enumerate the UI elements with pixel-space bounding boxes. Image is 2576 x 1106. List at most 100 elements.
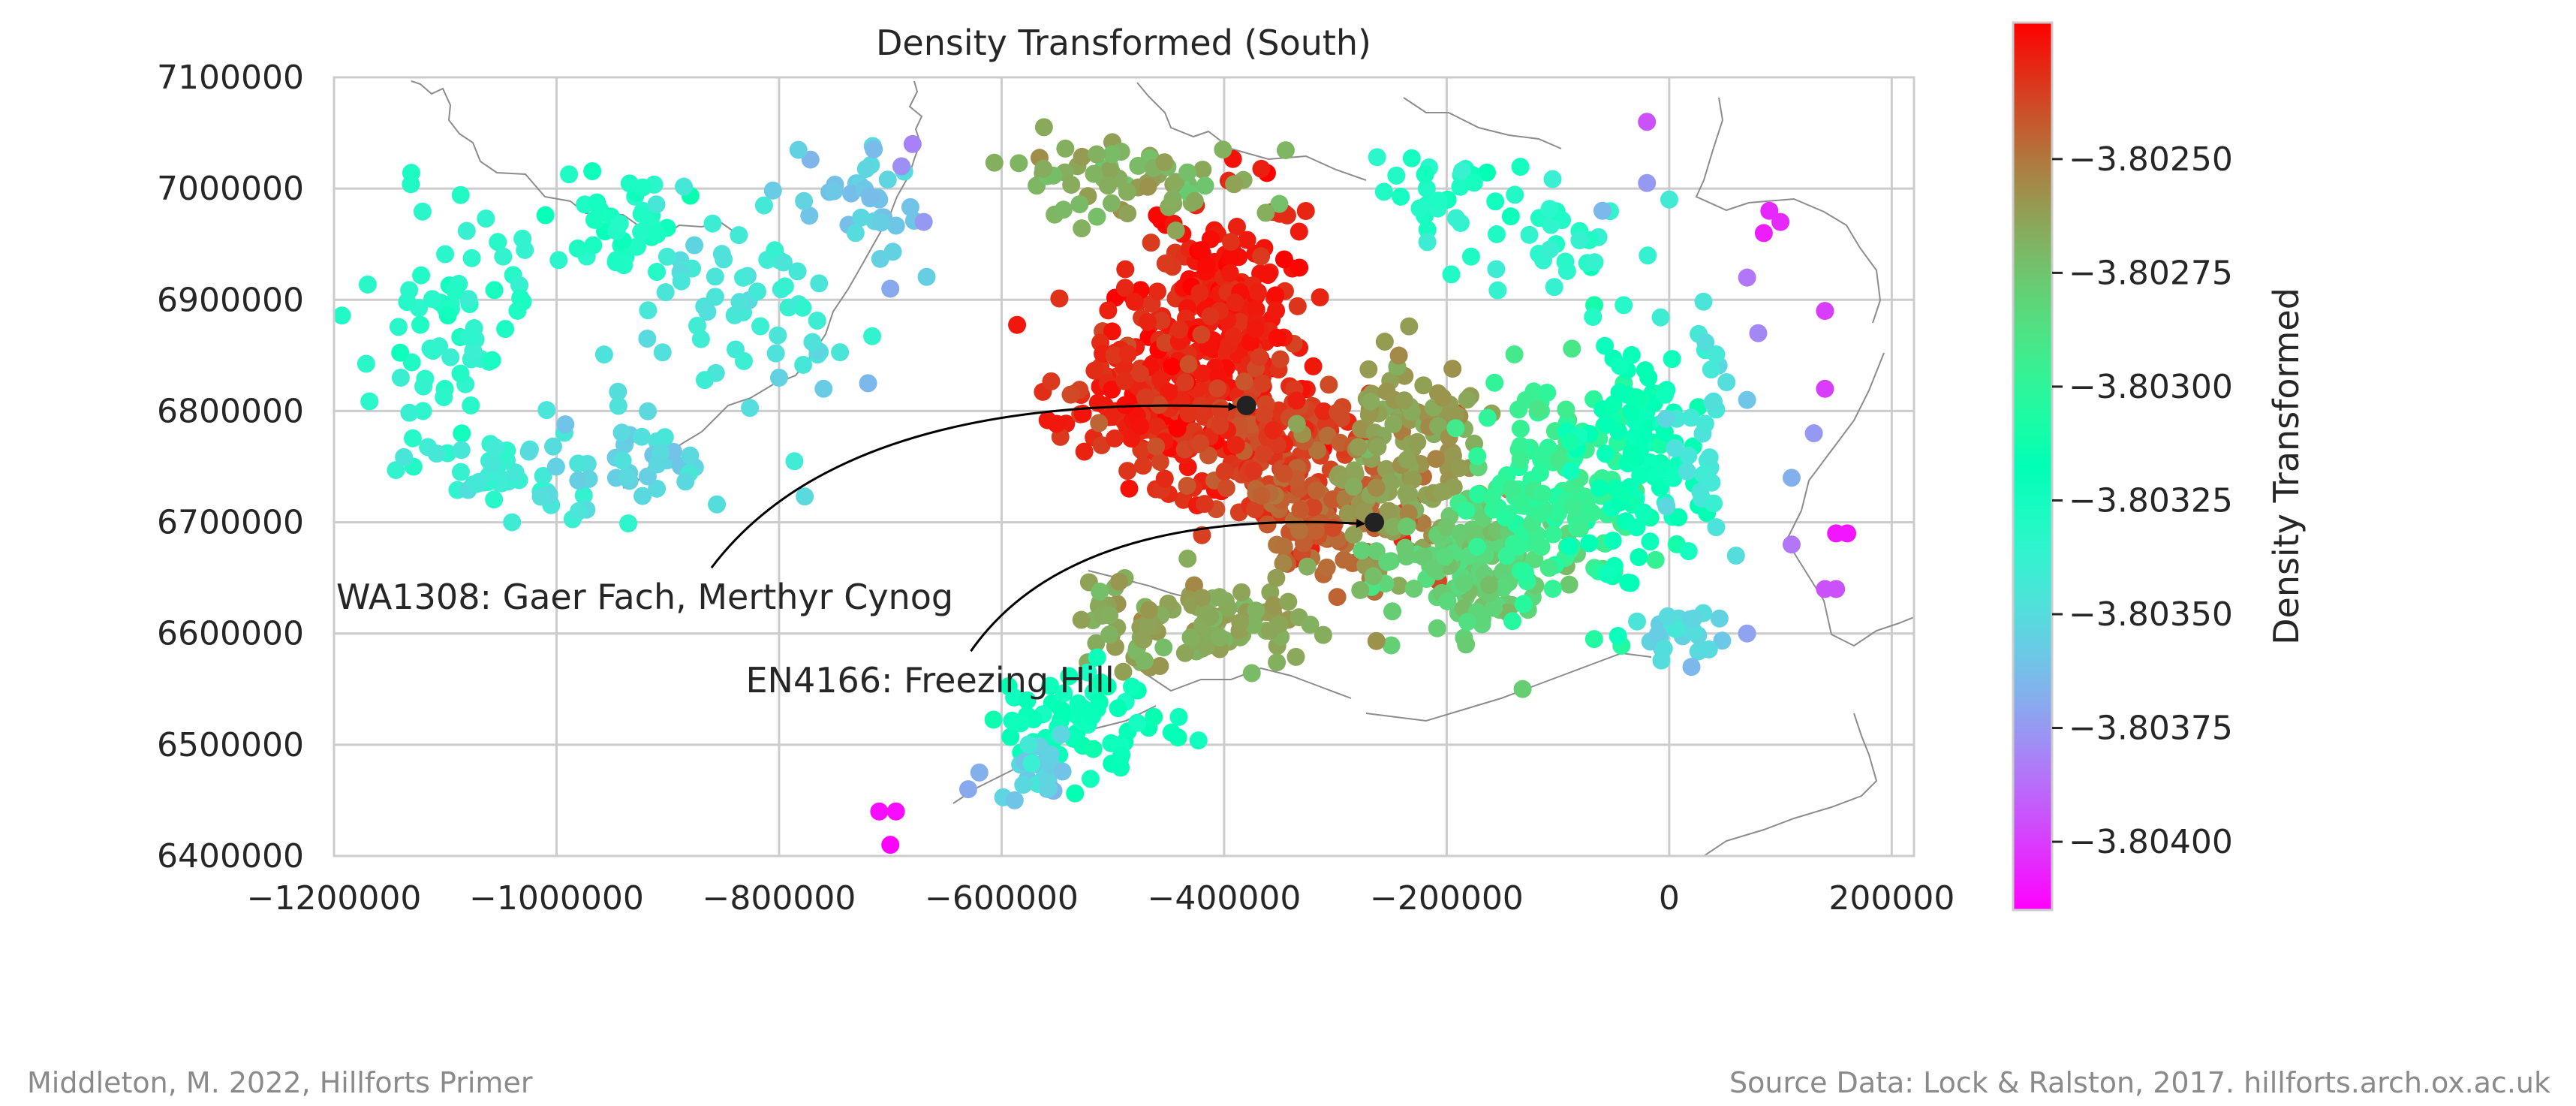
scatter-point — [1195, 495, 1214, 514]
scatter-point — [1274, 250, 1293, 269]
scatter-point — [1019, 735, 1038, 754]
scatter-point — [1160, 383, 1178, 402]
colorbar-tick-label: −3.80250 — [2069, 140, 2233, 179]
scatter-point — [1694, 292, 1713, 311]
scatter-point — [754, 196, 773, 215]
scatter-point — [1256, 203, 1275, 222]
scatter-point — [730, 226, 748, 245]
scatter-point — [1185, 191, 1204, 210]
scatter-point — [1274, 554, 1293, 573]
scatter-point — [1268, 653, 1286, 672]
scatter-point — [1452, 161, 1471, 180]
scatter-point — [1726, 547, 1745, 565]
scatter-point — [639, 301, 658, 320]
scatter-point — [1634, 503, 1653, 522]
scatter-point — [1414, 547, 1433, 566]
annotation-arrow — [970, 519, 1366, 652]
x-tick-label: −400000 — [1147, 879, 1301, 918]
scatter-point — [560, 165, 579, 184]
scatter-point — [917, 267, 936, 286]
scatter-point — [1290, 258, 1309, 277]
scatter-point — [1317, 558, 1336, 577]
scatter-point — [1631, 466, 1650, 485]
annotations: WA1308: Gaer Fach, Merthyr Cynog EN4166: … — [336, 402, 1366, 701]
scatter-point — [1816, 379, 1834, 398]
scatter-point — [1022, 754, 1041, 773]
scatter-point — [360, 392, 379, 411]
scatter-point — [1320, 375, 1338, 394]
scatter-point — [1367, 542, 1386, 561]
scatter-point — [672, 272, 691, 291]
scatter-point — [1544, 525, 1563, 544]
scatter-point — [1118, 204, 1137, 223]
scatter-point — [1682, 658, 1701, 677]
scatter-point — [1196, 176, 1214, 195]
scatter-point — [1296, 201, 1315, 220]
colorbar-gradient — [2012, 21, 2054, 912]
scatter-point — [1634, 426, 1653, 445]
scatter-point — [914, 212, 933, 231]
scatter-point — [903, 134, 922, 153]
scatter-point — [1214, 140, 1232, 159]
scatter-point — [638, 467, 657, 486]
scatter-point — [1804, 424, 1823, 443]
scatter-point — [708, 495, 727, 514]
coastline-segment — [1403, 97, 1562, 149]
scatter-point — [451, 185, 470, 204]
scatter-point — [1085, 361, 1104, 380]
scatter-point — [1139, 601, 1158, 619]
scatter-point — [1298, 557, 1317, 576]
scatter-point — [1663, 350, 1681, 369]
scatter-point — [1539, 559, 1558, 577]
scatter-point — [958, 780, 977, 799]
scatter-point — [653, 343, 672, 362]
scatter-point — [1179, 404, 1198, 423]
scatter-point — [1244, 461, 1263, 480]
scatter-point — [570, 502, 588, 520]
scatter-point — [795, 191, 814, 210]
scatter-point — [1197, 255, 1216, 274]
scatter-point — [1760, 201, 1779, 220]
scatter-point — [1428, 619, 1446, 637]
scatter-point — [1314, 402, 1333, 420]
annotation-label: EN4166: Freezing Hill — [745, 660, 1114, 701]
y-tick-label: 6400000 — [157, 837, 304, 875]
scatter-point — [441, 348, 460, 366]
scatter-point — [1351, 580, 1370, 599]
scatter-point — [1151, 370, 1169, 389]
scatter-point — [1538, 383, 1557, 402]
scatter-point — [703, 214, 722, 233]
scatter-point — [698, 303, 717, 321]
scatter-point — [1425, 559, 1443, 577]
scatter-point — [1628, 612, 1647, 631]
scatter-point — [1446, 209, 1465, 228]
scatter-point — [1270, 194, 1289, 213]
scatter-point — [1260, 622, 1279, 640]
scatter-point — [1147, 437, 1166, 456]
scatter-point — [413, 202, 432, 221]
scatter-point — [1455, 574, 1473, 592]
scatter-point — [1175, 373, 1194, 392]
scatter-point — [1081, 770, 1100, 788]
scatter-point — [769, 326, 787, 345]
scatter-point — [1252, 247, 1271, 266]
scatter-point — [985, 153, 1004, 172]
scatter-point — [1702, 360, 1720, 379]
scatter-point — [1120, 479, 1139, 498]
scatter-point — [451, 463, 470, 481]
scatter-point — [1771, 212, 1790, 231]
scatter-point — [358, 275, 377, 294]
scatter-point — [1066, 784, 1085, 803]
scatter-point — [1533, 484, 1552, 503]
scatter-point — [633, 178, 652, 197]
scatter-point — [1090, 414, 1109, 432]
scatter-point — [1050, 289, 1069, 308]
scatter-point — [1749, 324, 1768, 342]
scatter-point — [1532, 538, 1551, 556]
scatter-point — [496, 320, 515, 339]
scatter-point — [1115, 279, 1134, 297]
scatter-point — [1041, 677, 1060, 695]
scatter-point — [1136, 388, 1154, 407]
scatter-point — [1174, 490, 1193, 509]
scatter-point — [1286, 647, 1305, 666]
